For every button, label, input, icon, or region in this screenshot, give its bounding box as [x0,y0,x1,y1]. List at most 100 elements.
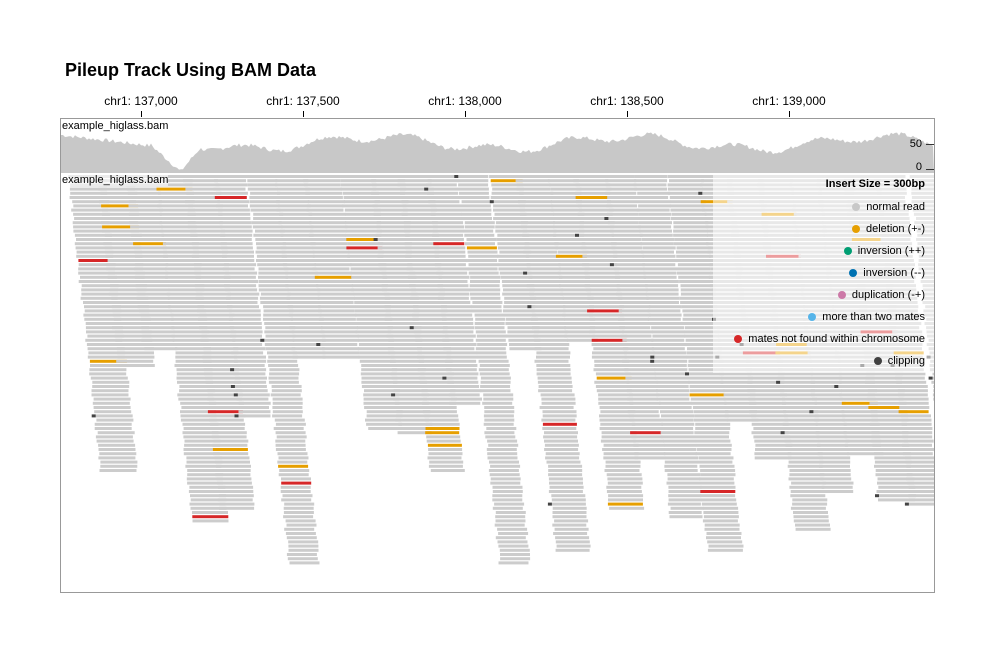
read [901,418,932,422]
read [385,309,420,313]
read [312,254,350,258]
read [190,498,227,502]
read [475,317,506,321]
read [556,238,587,241]
read [495,511,526,514]
read [815,422,847,426]
pileup-track[interactable]: example_higlass.bam Insert Size = 300bp … [60,173,935,593]
clipping-mark [523,271,528,275]
read [407,259,442,262]
read [615,275,647,279]
read [264,330,295,334]
read [397,427,432,430]
read [490,179,523,183]
read [673,242,709,246]
read [109,288,147,292]
read [524,259,559,262]
read [381,284,416,288]
read [347,254,384,258]
read [156,183,193,187]
read [278,473,309,477]
read [933,389,934,393]
read [387,330,422,334]
read [345,212,381,216]
read [532,322,567,325]
read [585,280,621,283]
read [446,351,478,355]
read [366,414,403,418]
read [667,187,703,191]
read [603,456,639,460]
read [515,179,550,183]
read [373,212,408,216]
read [215,191,248,195]
read [281,481,312,485]
read [187,225,223,229]
read [505,322,538,325]
read [620,334,652,338]
read [230,334,262,338]
read [238,410,271,414]
read [311,238,349,241]
read [877,477,915,481]
read [633,183,667,187]
read [309,229,347,233]
read [446,364,478,367]
read [359,359,396,363]
read [357,334,394,338]
read [290,317,324,321]
read [639,221,672,225]
read [401,200,436,204]
read [310,242,348,246]
read [461,212,492,216]
read [199,313,235,317]
clipping-mark [391,393,396,397]
read [88,351,126,355]
read [725,410,757,414]
read [611,242,643,246]
read [361,364,398,367]
read [215,183,248,187]
read [706,532,742,535]
read [747,389,785,393]
read [170,322,206,325]
read [144,347,178,351]
read [684,326,720,330]
read [98,187,136,191]
read [872,448,910,451]
read [894,376,925,380]
read [437,296,469,300]
read [530,301,565,304]
read [611,246,643,250]
read [359,351,396,355]
read [100,464,138,468]
read [199,322,235,325]
read [213,187,246,191]
read [584,284,620,288]
read [163,259,200,262]
read [263,317,293,321]
read [390,359,424,363]
legend-item-inversion-mm: inversion (--) [849,267,925,279]
read [201,334,237,338]
coverage-track[interactable]: example_higlass.bam 50 0 [60,118,935,173]
read [642,259,676,262]
read [161,233,198,237]
read [907,481,934,485]
read [280,233,314,237]
read [642,246,676,250]
read [898,401,929,405]
read [210,414,246,418]
read [694,414,730,418]
read [656,397,690,401]
read [185,200,220,204]
read [576,200,611,204]
read [282,494,313,498]
read [465,242,495,246]
read [558,280,590,283]
read [720,380,753,384]
read [558,263,590,267]
read [475,338,506,342]
read [256,242,286,246]
read [361,376,398,380]
